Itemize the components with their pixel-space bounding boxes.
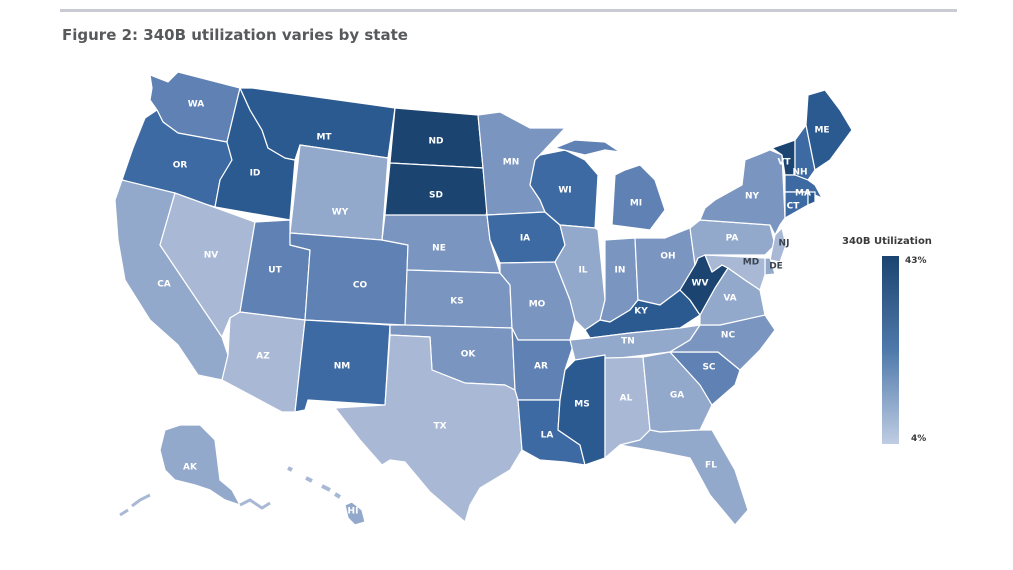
label-MI: MI (630, 199, 642, 209)
label-IN: IN (615, 266, 626, 276)
label-MT: MT (316, 133, 332, 143)
label-OR: OR (173, 161, 188, 171)
label-MA: MA (795, 189, 811, 199)
label-AZ: AZ (256, 352, 270, 362)
label-VA: VA (723, 294, 736, 304)
state-AK (159, 424, 241, 506)
label-KY: KY (634, 307, 648, 317)
state-FL (619, 429, 749, 526)
label-SC: SC (702, 363, 715, 373)
legend-title: 340B Utilization (842, 236, 932, 247)
label-VT: VT (777, 158, 791, 168)
label-AR: AR (534, 362, 548, 372)
label-NH: NH (792, 168, 807, 178)
hawaii-islands (287, 466, 342, 499)
label-HI: HI (348, 507, 359, 517)
label-TX: TX (433, 422, 446, 432)
state-HI (344, 501, 366, 526)
state-labels: WA OR CA NV ID MT WY UT AZ CO NM ND SD N… (157, 100, 829, 517)
label-MD: MD (743, 258, 759, 268)
label-NC: NC (721, 331, 736, 341)
label-PA: PA (726, 234, 739, 244)
label-MO: MO (529, 300, 546, 310)
label-CA: CA (157, 280, 171, 290)
aleutian-islands (119, 493, 151, 517)
top-rule (60, 9, 957, 12)
label-SD: SD (429, 191, 443, 201)
state-MI (554, 139, 666, 231)
label-NJ: NJ (779, 239, 790, 249)
label-IL: IL (578, 266, 587, 276)
label-AL: AL (620, 394, 633, 404)
label-DE: DE (769, 262, 783, 272)
state-TX (334, 334, 523, 523)
legend-color-bar (882, 256, 899, 444)
state-MD (704, 254, 766, 291)
label-OH: OH (660, 252, 675, 262)
label-AK: AK (183, 463, 198, 473)
state-MT (239, 87, 396, 161)
label-LA: LA (541, 431, 554, 441)
legend-min-label: 4% (911, 434, 927, 444)
label-FL: FL (705, 461, 717, 471)
label-TN: TN (621, 337, 635, 347)
label-OK: OK (461, 350, 477, 360)
label-WY: WY (332, 208, 349, 218)
label-CO: CO (353, 281, 368, 291)
state-WY (289, 144, 389, 241)
label-KS: KS (450, 297, 463, 307)
state-CO (289, 232, 409, 326)
label-MS: MS (574, 400, 589, 410)
label-NM: NM (334, 362, 351, 372)
label-CT: CT (787, 202, 801, 212)
label-GA: GA (670, 391, 684, 401)
label-NE: NE (432, 244, 446, 254)
state-NH (794, 124, 816, 181)
state-WI (529, 149, 599, 229)
label-NY: NY (745, 192, 760, 202)
figure-title: Figure 2: 340B utilization varies by sta… (62, 26, 408, 44)
label-ID: ID (250, 169, 261, 179)
label-NV: NV (204, 251, 219, 261)
label-WI: WI (558, 186, 571, 196)
state-AZ (221, 311, 306, 413)
state-NY (699, 149, 786, 236)
state-RI (807, 191, 816, 206)
map-islands (119, 466, 342, 517)
label-MN: MN (503, 158, 520, 168)
label-IA: IA (520, 234, 530, 244)
label-ND: ND (428, 137, 443, 147)
alaska-panhandle (239, 498, 271, 510)
label-ME: ME (814, 126, 829, 136)
state-ME (805, 89, 853, 171)
state-NJ (769, 227, 787, 263)
label-WV: WV (692, 279, 709, 289)
label-RI: RI (810, 207, 820, 217)
legend-max-label: 43% (905, 256, 927, 266)
label-UT: UT (268, 266, 282, 276)
label-WA: WA (188, 100, 205, 110)
